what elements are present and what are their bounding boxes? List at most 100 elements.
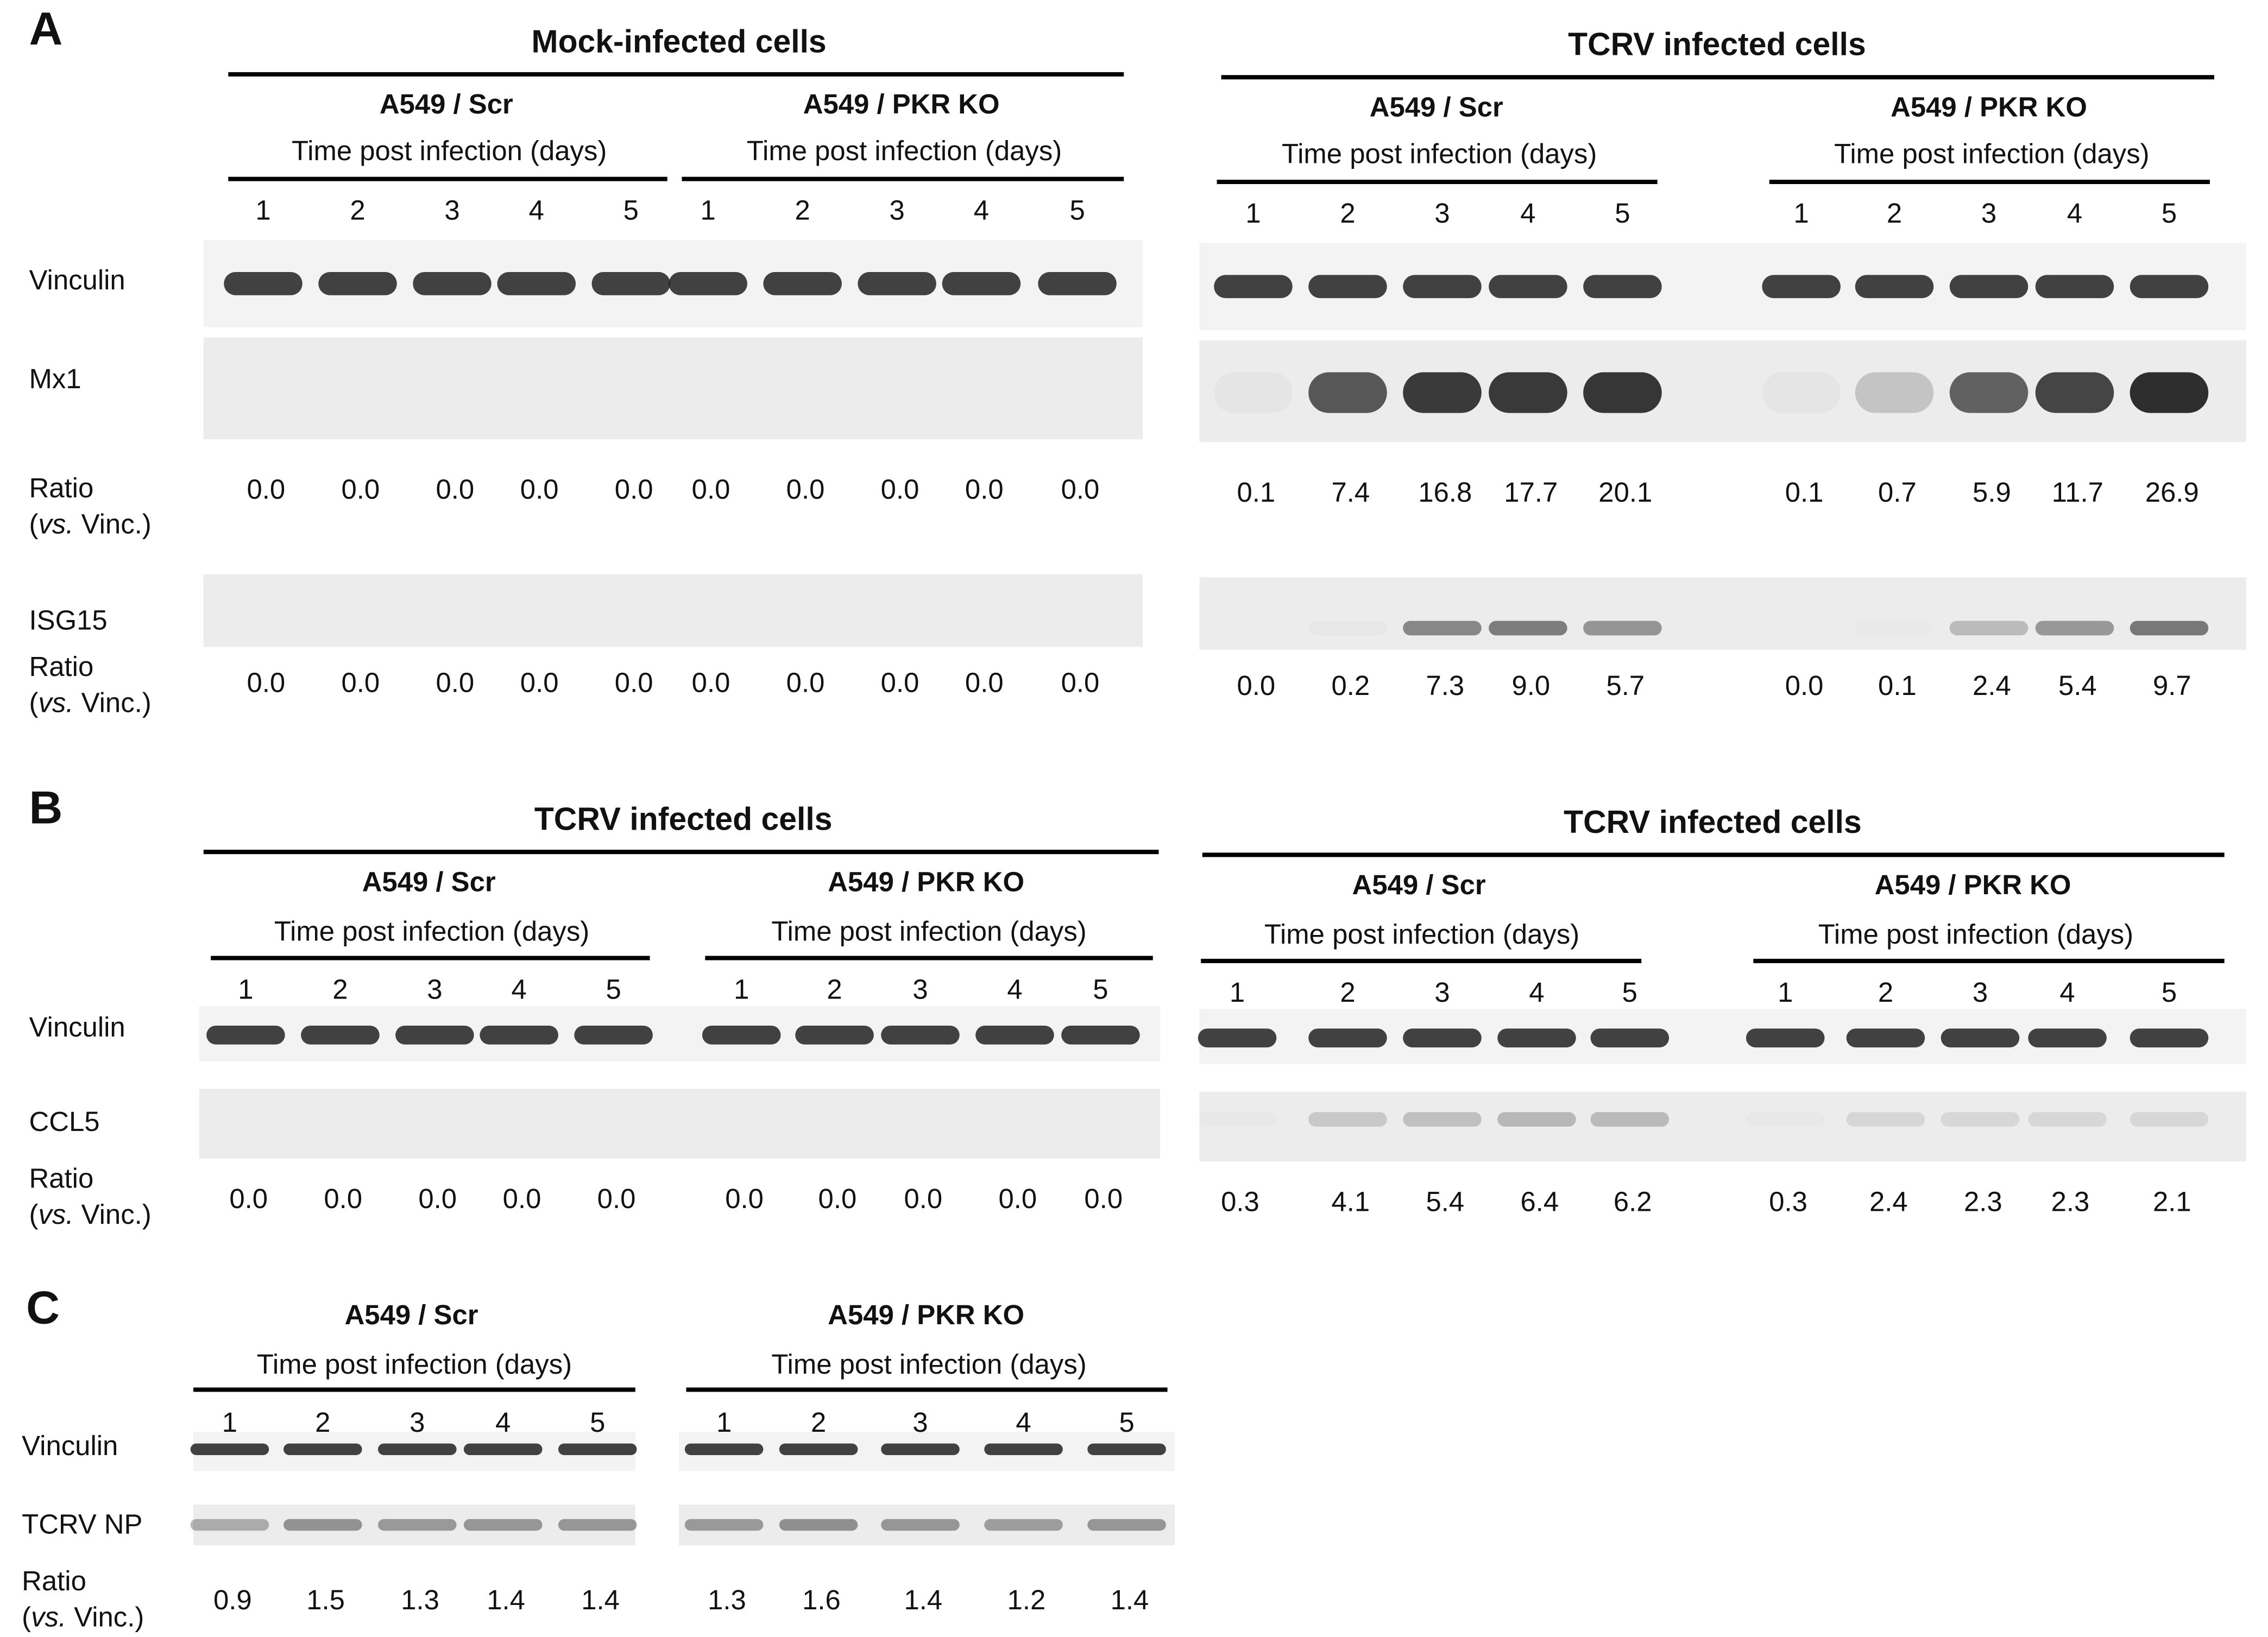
band [684,1519,764,1531]
ratio-value: 2.3 [2051,1186,2090,1217]
band [1746,1112,1825,1127]
band [2035,372,2114,413]
band [1087,1443,1166,1455]
blot-strip [203,574,1143,647]
lane-label: 3 [1973,977,1988,1008]
ratio-value: 0.1 [1237,477,1276,508]
lane-label: 5 [2162,977,2177,1008]
ratio-value: 0.0 [597,1183,636,1214]
ratio-value: 0.0 [965,667,1004,698]
ratio-value: 0.0 [436,474,475,505]
band [1308,275,1387,299]
ratio-note-part: ( [29,1199,39,1230]
ratio-value: 0.0 [881,667,919,698]
ratio-label: Ratio [29,651,94,682]
band [984,1443,1063,1455]
ratio-value: 9.0 [1511,670,1550,701]
band [1846,1112,1925,1127]
row-label: ISG15 [29,605,108,636]
lane-label: 1 [222,1407,237,1438]
band [1403,1028,1482,1048]
ratio-value: 2.1 [2153,1186,2191,1217]
band [942,271,1021,295]
ratio-note-part: Vinc.) [73,1199,151,1230]
ratio-value: 0.0 [881,474,919,505]
ratio-value: 11.7 [2052,477,2103,508]
group-title: TCRV infected cells [534,801,833,837]
ratio-value: 0.0 [904,1183,942,1214]
axis-title: Time post infection (days) [1818,919,2133,950]
lane-label: 2 [827,974,842,1004]
band [1308,1028,1387,1048]
band [558,1443,637,1455]
ratio-value: 0.1 [1785,477,1824,508]
panel: B Vinculin CCL5 Ratio (vs. Vinc.) TCRV infect… [29,782,2246,1230]
lane-label: 2 [1887,198,1902,229]
ratio-note-part: Vinc.) [73,509,151,540]
row-label: TCRV NP [22,1509,142,1540]
band [763,271,842,295]
band [2035,621,2114,636]
blot-strip [193,1505,635,1545]
ratio-value: 2.4 [1869,1186,1908,1217]
row-label: Vinculin [29,1012,125,1042]
ratio-value: 1.5 [306,1584,345,1615]
ratio-value: 1.4 [904,1584,942,1615]
band [702,1025,781,1045]
panel-letter: B [29,782,63,834]
ratio-value: 0.0 [998,1183,1037,1214]
row-label: Mx1 [29,363,81,394]
lane-label: 3 [1434,977,1450,1008]
band [1949,275,2028,299]
panel-letter: C [26,1282,60,1334]
ratio-value: 0.0 [520,667,559,698]
band [1308,1112,1387,1127]
band [1762,275,1841,299]
ratio-value: 0.0 [342,667,380,698]
cell-line: A549 / PKR KO [828,1299,1024,1330]
lane-label: 2 [350,195,365,226]
band [463,1443,543,1455]
band [1403,372,1482,413]
lane-label: 5 [590,1407,605,1438]
ratio-value: 0.7 [1878,477,1917,508]
lane-label: 4 [1529,977,1544,1008]
ratio-value: 0.0 [692,667,730,698]
cell-line: A549 / PKR KO [803,89,1000,119]
axis-title: Time post infection (days) [1834,138,2149,169]
ratio-value: 0.0 [418,1183,457,1214]
band [2130,621,2209,636]
ratio-note-part: vs. [38,1199,73,1230]
lane-label: 1 [1230,977,1245,1008]
ratio-note: (vs. Vinc.) [29,1199,152,1230]
ratio-note-part: ( [22,1602,31,1633]
band [1403,621,1482,636]
ratio-value: 0.0 [615,667,653,698]
lane-label: 1 [1794,198,1809,229]
band [1497,1112,1576,1127]
lane-label: 1 [701,195,716,226]
band [378,1443,457,1455]
lane-label: 2 [811,1407,826,1438]
ratio-value: 4.1 [1332,1186,1370,1217]
ratio-value: 2.4 [1973,670,2011,701]
cell-line: A549 / PKR KO [828,866,1024,897]
band [2130,372,2209,413]
lane-label: 1 [255,195,270,226]
ratio-value: 0.3 [1769,1186,1807,1217]
ratio-value: 0.3 [1221,1186,1259,1217]
lane-label: 4 [529,195,544,226]
band [1746,1028,1825,1048]
axis-title: Time post infection (days) [257,1349,572,1380]
ratio-value: 26.9 [2145,477,2199,508]
lane-label: 5 [623,195,639,226]
cell-line: A549 / Scr [362,866,496,897]
band [1497,1028,1576,1048]
ratio-value: 0.0 [818,1183,857,1214]
panel-letter: A [29,3,63,55]
ratio-value: 5.4 [1426,1186,1465,1217]
band [480,1025,558,1045]
axis-title: Time post infection (days) [747,135,1062,166]
axis-title: Time post infection (days) [274,915,589,946]
